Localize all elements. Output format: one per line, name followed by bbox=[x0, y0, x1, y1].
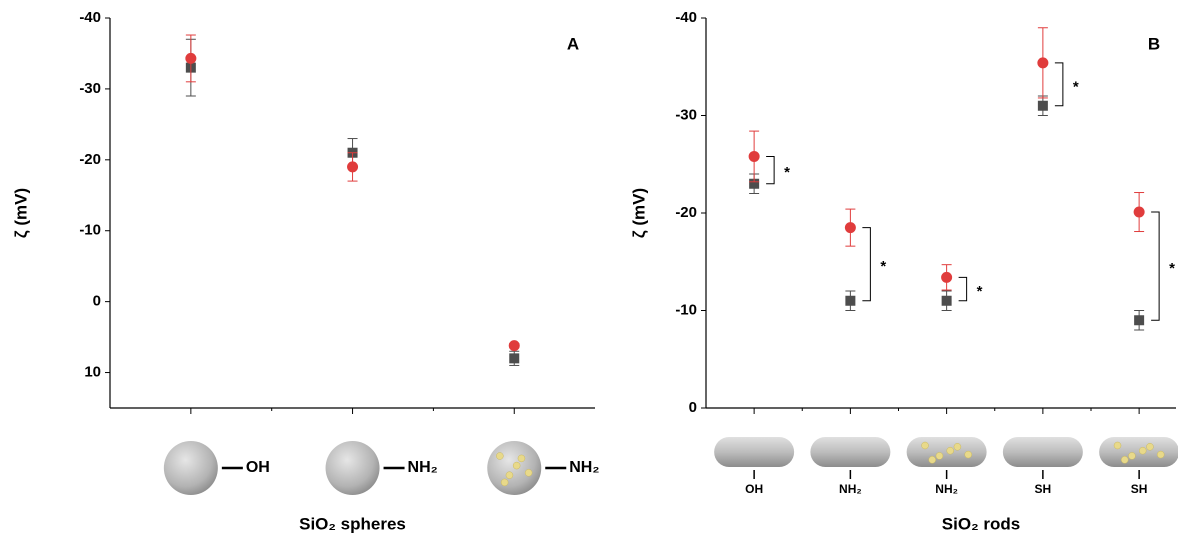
data-point bbox=[1037, 100, 1048, 111]
data-point bbox=[844, 222, 856, 234]
data-point bbox=[845, 295, 856, 306]
significance-mark: * bbox=[977, 283, 983, 300]
y-tick-label: 0 bbox=[689, 399, 697, 416]
surface-group bbox=[1113, 441, 1122, 450]
y-tick-label: -30 bbox=[675, 106, 697, 123]
panel-label: B bbox=[1148, 34, 1160, 53]
surface-group bbox=[512, 461, 521, 470]
significance-bracket bbox=[958, 276, 968, 302]
panel-label: A bbox=[567, 34, 579, 53]
surface-group bbox=[1156, 450, 1165, 459]
surface-group bbox=[953, 443, 962, 451]
category-label: NH₂ bbox=[935, 482, 958, 496]
rod-particle bbox=[906, 437, 987, 467]
sphere-particle bbox=[325, 441, 380, 495]
significance-mark: * bbox=[1073, 78, 1079, 95]
significance-mark: * bbox=[1169, 260, 1175, 277]
rod-particle bbox=[810, 437, 891, 467]
data-point bbox=[748, 150, 760, 162]
category-label: NH₂ bbox=[408, 459, 438, 476]
y-axis-label: ζ (mV) bbox=[629, 188, 648, 238]
category-label: OH bbox=[745, 482, 763, 496]
rod-particle bbox=[1002, 437, 1083, 467]
x-axis-label: SiO₂ spheres bbox=[299, 514, 406, 533]
data-point bbox=[509, 353, 520, 364]
category-label: NH₂ bbox=[839, 482, 862, 496]
surface-group bbox=[921, 441, 929, 450]
y-tick-label: 0 bbox=[93, 293, 101, 310]
data-point bbox=[185, 52, 197, 64]
surface-group bbox=[505, 471, 514, 479]
surface-group bbox=[517, 454, 526, 463]
category-label: SH bbox=[1131, 482, 1148, 496]
surface-group bbox=[1120, 456, 1129, 464]
surface-group bbox=[964, 450, 972, 459]
significance-mark: * bbox=[784, 164, 790, 181]
significance-mark: * bbox=[880, 258, 886, 275]
y-axis-label: ζ (mV) bbox=[11, 188, 30, 238]
y-tick-label: -40 bbox=[675, 9, 697, 26]
surface-group bbox=[946, 446, 954, 455]
y-tick-label: -10 bbox=[675, 301, 697, 318]
y-tick-label: -20 bbox=[675, 204, 697, 221]
data-point bbox=[749, 178, 760, 189]
surface-group bbox=[1128, 452, 1136, 460]
significance-bracket bbox=[766, 155, 775, 185]
rod-particle bbox=[714, 437, 795, 467]
significance-bracket bbox=[1054, 62, 1064, 107]
data-point bbox=[1037, 57, 1049, 69]
data-point bbox=[1134, 315, 1145, 326]
surface-group bbox=[928, 456, 936, 464]
y-tick-label: -40 bbox=[79, 9, 101, 26]
data-point bbox=[941, 295, 952, 306]
x-axis-label: SiO₂ rods bbox=[942, 514, 1020, 533]
data-point bbox=[941, 271, 953, 283]
significance-bracket bbox=[862, 227, 871, 302]
surface-group bbox=[496, 452, 504, 460]
surface-group bbox=[1146, 443, 1154, 451]
rod-particle bbox=[1099, 437, 1178, 467]
category-label: OH bbox=[246, 459, 270, 476]
y-tick-label: -10 bbox=[79, 222, 101, 239]
data-point bbox=[347, 161, 359, 173]
data-point bbox=[1133, 206, 1145, 218]
category-label: NH₂ bbox=[569, 459, 599, 476]
surface-group bbox=[935, 452, 944, 460]
surface-group bbox=[1138, 446, 1147, 455]
sphere-particle bbox=[163, 441, 218, 495]
significance-bracket bbox=[1151, 211, 1160, 321]
y-tick-label: -20 bbox=[79, 151, 101, 168]
y-tick-label: -30 bbox=[79, 80, 101, 97]
surface-group bbox=[500, 478, 509, 487]
category-label: SH bbox=[1035, 482, 1052, 496]
surface-group bbox=[524, 469, 533, 477]
y-tick-label: 10 bbox=[84, 364, 101, 381]
data-point bbox=[508, 340, 520, 352]
